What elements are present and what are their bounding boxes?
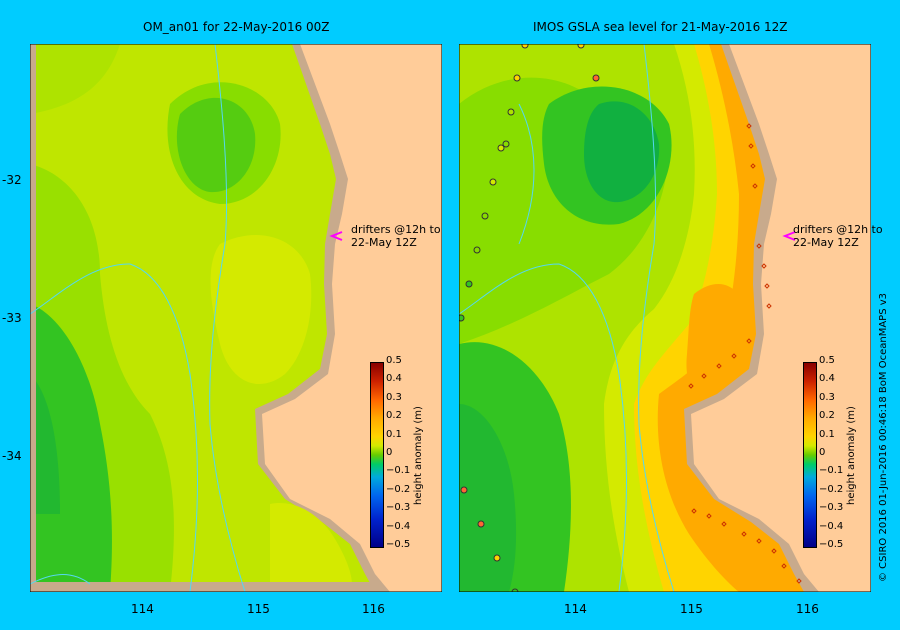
colorbar-tick-label: 0.4 [819, 373, 835, 385]
sea-band-south-yellow [270, 503, 352, 592]
isobath-2 [459, 263, 627, 592]
track-dot [460, 486, 468, 494]
isobath-3 [518, 103, 535, 245]
colorbar-tick-label: −0.3 [819, 502, 844, 514]
sea-band-green-dark [30, 374, 60, 514]
isobath-1 [209, 44, 246, 592]
colorbar-tick-label: 0.1 [819, 428, 835, 440]
sea-band-green [30, 304, 112, 592]
colorbar-tick-label: −0.2 [386, 483, 411, 495]
colorbar-tick-label: −0.4 [819, 520, 844, 532]
altimeter-track-dots [459, 44, 600, 592]
colorbar-tick-label: 0.5 [386, 355, 402, 366]
colorbar-tick-label: −0.4 [386, 520, 411, 532]
track-dot [513, 74, 521, 82]
isobath-3 [30, 574, 91, 585]
track-marker-path [688, 123, 802, 584]
colorbar-tick-label: 0 [819, 447, 826, 458]
drifter-note-line2: 22-May 12Z [793, 236, 859, 249]
right-map-panel [459, 44, 871, 592]
left-shelf-edge [30, 44, 36, 592]
lon-label-116: 116 [362, 602, 385, 616]
lon-label-114: 114 [131, 602, 154, 616]
track-dot [521, 44, 529, 49]
colorbar-tick-label: −0.3 [386, 502, 411, 514]
lat-label-32: -32 [2, 173, 22, 187]
isobath-2 [30, 263, 198, 592]
credit-text: © CSIRO 2016 01-Jun-2016 00:46:18 BoM Oc… [878, 292, 889, 582]
colorbar-tick-label: −0.5 [819, 539, 844, 550]
lon-label-115: 115 [247, 602, 270, 616]
drifter-arrow [329, 231, 343, 241]
colorbar-tick-label: −0.2 [819, 483, 844, 495]
colorbar-tick-label: −0.1 [386, 465, 411, 477]
track-dot [459, 314, 465, 322]
lon-label-116-right: 116 [796, 602, 819, 616]
sea-band-upper [30, 44, 120, 114]
colorbar-tick-label: 0.4 [386, 373, 402, 385]
sea-band-orange-coastal [686, 284, 750, 395]
track-dot [477, 520, 485, 528]
left-map-svg [30, 44, 442, 592]
track-dot [465, 280, 473, 288]
colorbar-tick-label: 0.3 [386, 391, 402, 403]
track-dot [481, 212, 489, 220]
left-panel-title: OM_an01 for 22-May-2016 00Z [143, 20, 330, 34]
colorbar-left [370, 362, 384, 548]
track-dot [493, 554, 501, 562]
lon-label-114-right: 114 [564, 602, 587, 616]
sea-eddy-north-core [584, 101, 660, 203]
lat-label-33: -33 [2, 311, 22, 325]
drifter-note-left: drifters @12h to 22-May 12Z [351, 223, 441, 249]
colorbar-tick-label: 0.2 [386, 410, 402, 422]
colorbar-tick-label: −0.1 [819, 465, 844, 477]
right-map-svg [459, 44, 871, 592]
track-dot [507, 108, 515, 116]
drifter-arrow [782, 231, 796, 241]
left-map-panel [30, 44, 442, 592]
track-dot [511, 588, 519, 592]
drifter-note-right: drifters @12h to 22-May 12Z [793, 223, 883, 249]
coastal-track-markers [688, 123, 802, 584]
colorbar-right-title: height anomaly (m) [846, 406, 857, 505]
sea-band-green-dark [459, 404, 517, 592]
colorbar-tick-label: 0.3 [819, 391, 835, 403]
colorbar-tick-label: 0.5 [819, 355, 835, 366]
drifter-note-line1: drifters @12h to [351, 223, 441, 236]
track-dot [497, 144, 505, 152]
right-panel-title: IMOS GSLA sea level for 21-May-2016 12Z [533, 20, 788, 34]
colorbar-tick-label: 0 [386, 447, 393, 458]
colorbar-right [803, 362, 817, 548]
colorbar-tick-label: 0.1 [386, 428, 402, 440]
track-dot [577, 44, 585, 49]
isobath-1 [638, 44, 675, 592]
track-dot [502, 140, 510, 148]
drifter-note-line2: 22-May 12Z [351, 236, 417, 249]
drifter-note-line1: drifters @12h to [793, 223, 883, 236]
track-dot [489, 178, 497, 186]
sea-eddy-north-core [176, 97, 256, 193]
track-dot [473, 246, 481, 254]
sea-band-coastal-yellow [210, 235, 312, 384]
colorbar-left-title: height anomaly (m) [413, 406, 424, 505]
colorbar-tick-label: 0.2 [819, 410, 835, 422]
colorbar-tick-label: −0.5 [386, 539, 411, 550]
track-dot [592, 74, 600, 82]
lat-label-34: -34 [2, 449, 22, 463]
lon-label-115-right: 115 [680, 602, 703, 616]
bottom-shelf-edge [30, 582, 380, 592]
